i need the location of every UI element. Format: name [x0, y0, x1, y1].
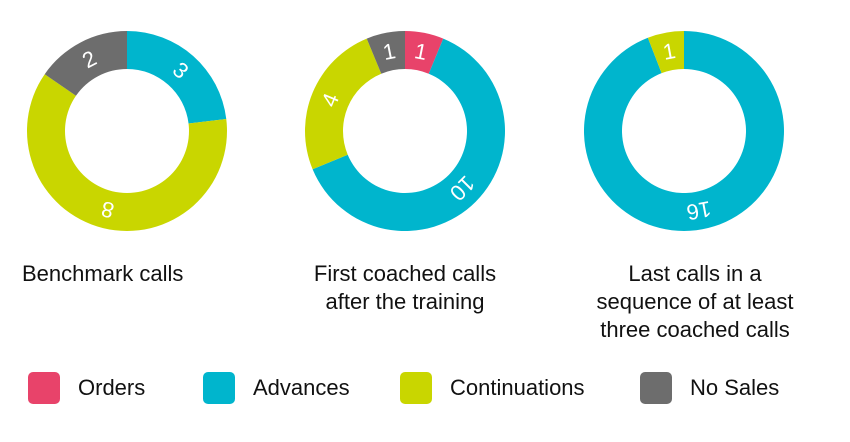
- legend-swatch-advances: [203, 372, 235, 404]
- caption-first-coached-calls: First coached calls after the training: [275, 260, 535, 316]
- slice-label-orders: 1: [412, 38, 429, 65]
- legend-item-no-sales: No Sales: [640, 372, 779, 404]
- legend: Orders Advances Continuations No Sales: [28, 372, 828, 404]
- slice-continuations: [26, 74, 228, 232]
- slice-label-no-sales: 1: [381, 38, 398, 65]
- caption-line: Benchmark calls: [22, 261, 184, 286]
- caption-line: after the training: [325, 289, 485, 314]
- caption-benchmark-calls: Benchmark calls: [22, 260, 242, 288]
- slice-continuations: [647, 31, 684, 74]
- caption-line: Last calls in a: [628, 261, 762, 286]
- legend-swatch-orders: [28, 372, 60, 404]
- legend-label-no-sales: No Sales: [690, 375, 780, 400]
- legend-item-continuations: Continuations: [400, 372, 585, 404]
- donut-chart-1: 382: [26, 30, 228, 232]
- caption-line: First coached calls: [313, 261, 497, 286]
- caption-line: sequence of at least: [596, 289, 794, 314]
- slice-advances: [312, 38, 505, 231]
- legend-item-orders: Orders: [28, 372, 145, 404]
- legend-label-advances: Advances: [253, 375, 350, 400]
- caption-line: three coached calls: [600, 317, 790, 342]
- slice-advances: [127, 31, 227, 124]
- legend-item-advances: Advances: [203, 372, 350, 404]
- slice-label-continuations: 8: [99, 196, 117, 223]
- slice-continuations: [305, 38, 382, 170]
- slice-no-sales: [44, 30, 127, 96]
- slice-advances: [584, 31, 784, 231]
- slice-no-sales: [366, 31, 405, 74]
- slice-orders: [405, 31, 444, 74]
- slice-label-continuations: 1: [661, 38, 678, 65]
- legend-swatch-continuations: [400, 372, 432, 404]
- caption-last-calls-sequence: Last calls in a sequence of at least three…: [575, 260, 815, 344]
- legend-label-orders: Orders: [78, 375, 146, 400]
- slice-label-advances: 16: [685, 196, 714, 225]
- donut-chart-3: 16 1: [584, 31, 784, 231]
- legend-swatch-no-sales: [640, 372, 672, 404]
- legend-label-continuations: Continuations: [450, 375, 585, 400]
